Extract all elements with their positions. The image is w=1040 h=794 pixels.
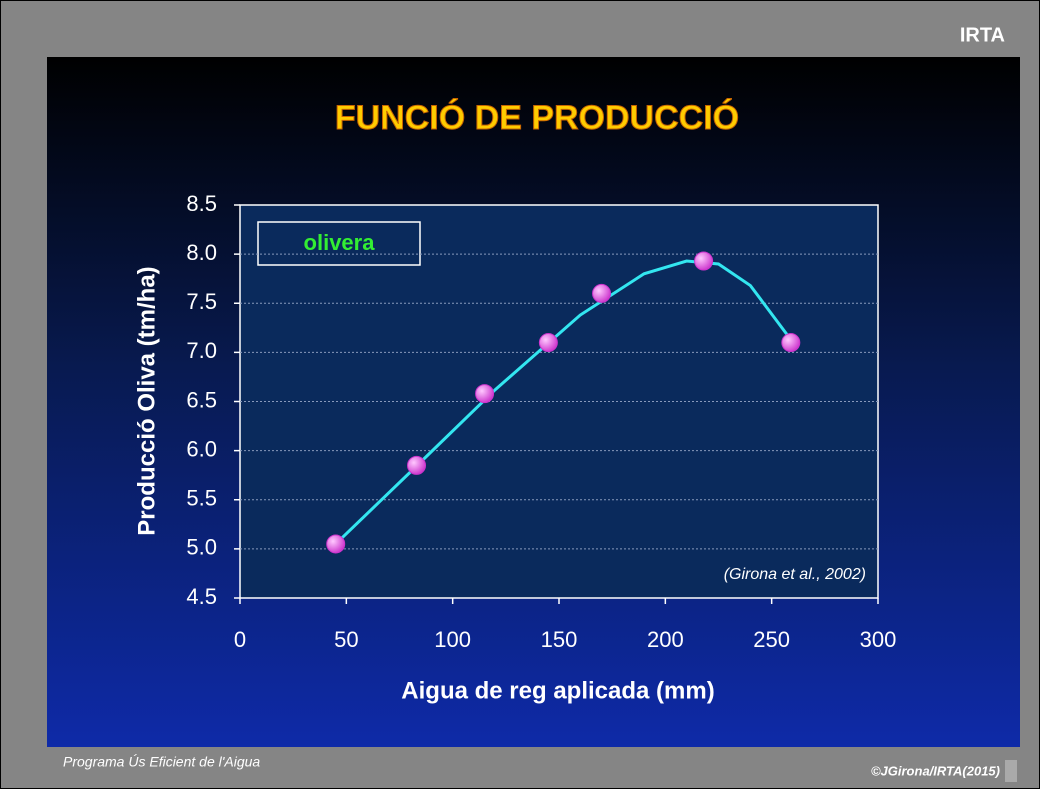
y-tick-label: 6.5	[186, 387, 217, 412]
x-tick-label: 50	[334, 627, 358, 652]
y-tick-label: 8.5	[186, 191, 217, 216]
brand: IRTA	[960, 24, 1005, 46]
fit-curve	[334, 259, 793, 546]
y-axis-label: Producció Oliva (tm/ha)	[133, 266, 160, 535]
point	[475, 384, 495, 404]
footer-logo	[1005, 760, 1017, 782]
x-tick-label: 0	[234, 627, 246, 652]
legend-label: olivera	[304, 230, 376, 255]
y-tick-label: 5.0	[186, 535, 217, 560]
x-tick-label: 150	[541, 627, 578, 652]
point	[538, 333, 558, 353]
y-tick-label: 7.5	[186, 289, 217, 314]
y-tick-label: 7.0	[186, 338, 217, 363]
x-tick-label: 100	[434, 627, 471, 652]
x-axis-label: Aigua de reg aplicada (mm)	[401, 677, 714, 704]
footer-right: ©JGirona/IRTA(2015)	[871, 763, 1000, 778]
footer-left: Programa Ús Eficient de l'Aigua	[63, 754, 260, 770]
y-tick-label: 6.0	[186, 436, 217, 461]
legend-box	[257, 221, 421, 266]
point	[407, 455, 427, 475]
annotation: (Girona et al., 2002)	[724, 566, 866, 583]
point	[592, 283, 612, 303]
y-tick-label: 8.0	[186, 240, 217, 265]
y-tick-label: 4.5	[186, 584, 217, 609]
x-tick-label: 300	[860, 627, 897, 652]
point	[694, 251, 714, 271]
x-tick-label: 200	[647, 627, 684, 652]
point	[781, 333, 801, 353]
x-tick-label: 250	[753, 627, 790, 652]
y-tick-label: 5.5	[186, 486, 217, 511]
chart-title: FUNCIÓ DE PRODUCCIÓ	[335, 99, 739, 137]
point	[326, 534, 346, 554]
